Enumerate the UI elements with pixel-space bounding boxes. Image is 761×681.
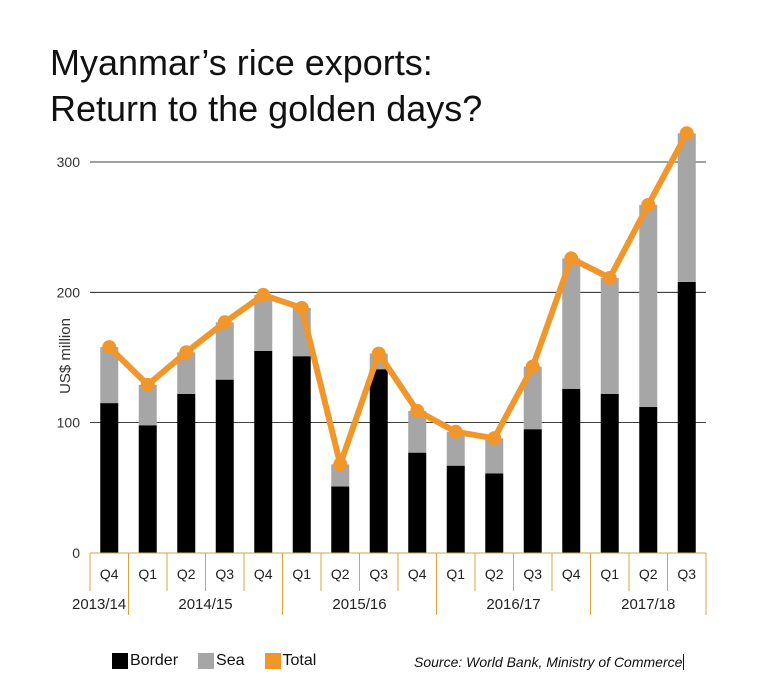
- group-label: 2015/16: [332, 596, 386, 613]
- chart-title-line-2: Return to the golden days?: [50, 88, 483, 129]
- bar-sea: [100, 347, 119, 404]
- bar-sea: [331, 464, 350, 487]
- legend-swatch-total: [264, 653, 281, 669]
- total-point: [256, 287, 271, 302]
- bar-border: [677, 281, 696, 553]
- total-point: [679, 126, 694, 141]
- bar-border: [215, 379, 234, 553]
- total-point: [179, 345, 194, 360]
- bar-border: [446, 465, 465, 553]
- group-label: 2017/18: [621, 596, 675, 613]
- bar-border: [408, 452, 427, 553]
- legend-item-sea: Sea: [198, 652, 245, 670]
- total-point: [102, 340, 117, 355]
- axes: 0 100 200 300 US$ million Q4 Q1 Q2 Q3 Q4 Q1 Q2 Q3 Q4 Q…: [57, 154, 707, 615]
- total-line: [102, 126, 694, 472]
- x-tick-label: Q2: [639, 566, 658, 582]
- x-tick-label: Q3: [215, 566, 234, 582]
- bar-sea: [254, 294, 273, 351]
- bar-border: [138, 425, 157, 553]
- x-tick-label: Q3: [369, 566, 388, 582]
- bar-border: [562, 388, 581, 553]
- bar-border: [600, 393, 619, 553]
- total-point: [641, 197, 656, 212]
- bar-border: [523, 429, 542, 553]
- total-point: [333, 457, 348, 472]
- legend-item-border: Border: [112, 652, 178, 670]
- bar-border: [292, 356, 311, 553]
- x-tick-label: Q2: [485, 566, 504, 582]
- legend-label-border: Border: [130, 652, 179, 669]
- x-tick-label: Q4: [408, 566, 427, 582]
- total-point: [217, 315, 232, 330]
- bar-border: [100, 403, 119, 553]
- legend-label-total: Total: [282, 652, 317, 669]
- y-tick-label: 300: [57, 154, 81, 170]
- x-tick-label: Q4: [562, 566, 581, 582]
- bar-border: [254, 350, 273, 553]
- total-series-line: [106, 130, 690, 468]
- legend: Border Sea Total: [112, 652, 336, 670]
- bar-sea: [639, 204, 658, 408]
- total-point: [525, 359, 540, 374]
- bar-sea: [215, 322, 234, 380]
- x-tick-label: Q4: [254, 566, 273, 582]
- bar-sea: [523, 366, 542, 430]
- total-point: [564, 251, 579, 266]
- source-note: Source: World Bank, Ministry of Commerce: [414, 654, 685, 670]
- bar-sea: [446, 431, 465, 466]
- legend-label-sea: Sea: [216, 652, 245, 669]
- y-tick-label: 100: [57, 415, 81, 431]
- legend-item-total: Total: [264, 652, 317, 670]
- bar-border: [177, 393, 196, 553]
- bar-sea: [600, 277, 619, 394]
- total-point: [371, 346, 386, 361]
- x-tick-label: Q3: [523, 566, 542, 582]
- x-tick-label: Q4: [100, 566, 119, 582]
- group-label: 2013/14: [72, 596, 126, 613]
- total-point: [410, 403, 425, 418]
- x-tick-label: Q1: [446, 566, 465, 582]
- bar-sea: [677, 133, 696, 282]
- x-tick-label: Q1: [600, 566, 619, 582]
- total-point: [140, 377, 155, 392]
- bar-border: [369, 369, 388, 553]
- bar-sea: [562, 258, 581, 389]
- bar-border: [331, 486, 350, 553]
- y-axis-label: US$ million: [57, 318, 74, 394]
- bar-border: [485, 473, 504, 553]
- legend-swatch-border: [112, 653, 128, 669]
- bar-border: [639, 407, 658, 553]
- bar-sea: [138, 384, 157, 426]
- total-point: [487, 431, 502, 446]
- x-tick-label: Q1: [138, 566, 157, 582]
- bar-sea: [485, 438, 504, 474]
- y-tick-label: 200: [57, 284, 81, 300]
- x-tick-label: Q3: [677, 566, 696, 582]
- group-label: 2014/15: [178, 596, 232, 613]
- x-tick-label: Q1: [292, 566, 311, 582]
- legend-swatch-sea: [198, 653, 215, 669]
- chart-title-line-1: Myanmar’s rice exports:: [50, 42, 433, 83]
- bar-sea: [408, 410, 427, 453]
- x-tick-label: Q2: [331, 566, 350, 582]
- total-point: [448, 424, 463, 439]
- x-tick-label: Q2: [177, 566, 196, 582]
- y-tick-label: 0: [72, 545, 80, 561]
- chart-title: Myanmar’s rice exports: Return to the go…: [50, 40, 482, 132]
- bars: [100, 133, 696, 553]
- total-point: [602, 270, 617, 285]
- group-label: 2016/17: [486, 596, 540, 613]
- total-point: [294, 300, 309, 315]
- bar-sea: [177, 352, 196, 394]
